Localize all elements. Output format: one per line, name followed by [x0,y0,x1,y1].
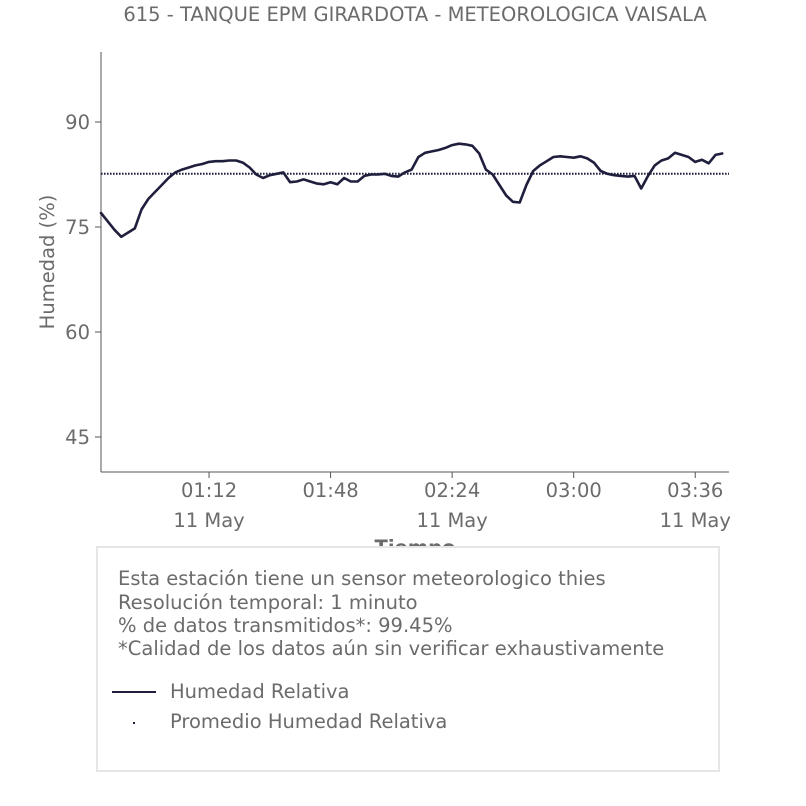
y-tick-label: 45 [65,426,90,449]
chart-title: 615 - TANQUE EPM GIRARDOTA - METEOROLOGI… [123,3,707,26]
x-tick-label: 03:36 [667,479,723,502]
info-legend-box: Esta estación tiene un sensor meteorolog… [96,546,720,772]
legend-label: Humedad Relativa [170,680,350,703]
y-tick-label: 90 [65,111,90,134]
info-line: Resolución temporal: 1 minuto [118,591,418,614]
plot-area [99,142,729,239]
x-tick-label: 02:24 [424,479,480,502]
humidity-series-line [99,142,724,239]
x-tick-date-label: 11 May [660,509,731,532]
x-tick-date-label: 11 May [416,509,487,532]
x-tick-label: 01:48 [302,479,358,502]
solid-line-swatch-icon [112,691,156,693]
x-tick-label: 01:12 [181,479,237,502]
dotted-line-swatch-icon [133,722,135,724]
info-line: *Calidad de los datos aún sin verificar … [118,637,665,660]
y-tick-label: 75 [65,216,90,239]
chart-axes: 45 60 75 90 01:12 11 May 01:48 02:24 11 May 03:00… [65,52,731,532]
x-tick-label: 03:00 [546,479,602,502]
y-tick-label: 60 [65,321,90,344]
legend-label: Promedio Humedad Relativa [170,710,448,733]
x-tick-date-label: 11 May [173,509,244,532]
info-line: % de datos transmitidos*: 99.45% [118,614,453,637]
y-axis-label: Humedad (%) [36,195,59,330]
info-line: Esta estación tiene un sensor meteorolog… [118,567,606,590]
